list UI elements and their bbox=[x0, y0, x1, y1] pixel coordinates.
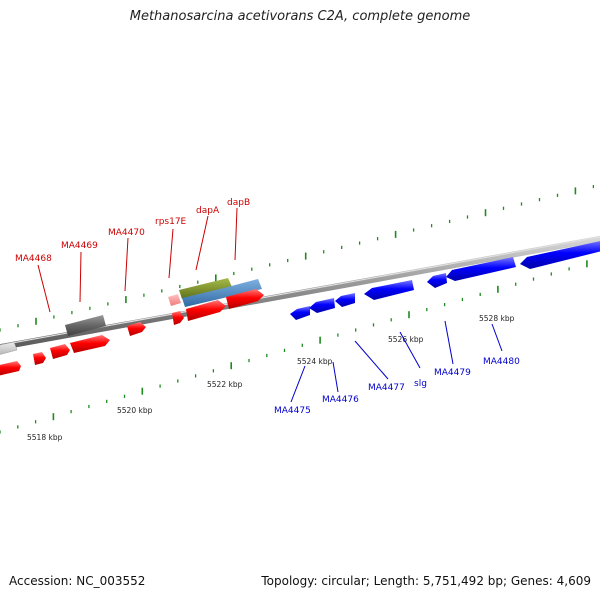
gene-red-ma4470 bbox=[127, 322, 146, 336]
label-ma4470: MA4470 bbox=[108, 228, 145, 238]
forward-genes bbox=[0, 278, 264, 376]
gene-gray-ma4469 bbox=[65, 315, 106, 336]
scale-ticks-upper bbox=[0, 185, 595, 332]
label-ma4477: MA4477 bbox=[368, 383, 405, 393]
label-dapb: dapB bbox=[227, 198, 250, 208]
gene-light-partial bbox=[0, 341, 18, 355]
label-rps17e: rps17E bbox=[155, 217, 187, 227]
label-ma4476: MA4476 bbox=[322, 395, 359, 405]
reverse-gene-labels: MA4475 MA4476 MA4477 slg MA4479 MA4480 bbox=[274, 357, 520, 416]
scale-labels: 5518 kbp 5520 kbp 5522 kbp 5524 kbp 5526… bbox=[27, 314, 515, 442]
gene-red-rps17e bbox=[172, 311, 184, 325]
label-dapa: dapA bbox=[196, 206, 220, 216]
scale-label-5526: 5526 kbp bbox=[388, 335, 424, 344]
forward-label-leaders bbox=[37, 207, 238, 313]
forward-gene-labels: MA4468 MA4469 MA4470 rps17E dapA dapB bbox=[15, 198, 250, 264]
gene-blue-ma4477 bbox=[335, 293, 355, 307]
map-title: Methanosarcina acetivorans C2A, complete… bbox=[129, 9, 471, 24]
gene-blue-ma4476 bbox=[309, 298, 335, 313]
label-ma4480: MA4480 bbox=[483, 357, 520, 367]
reverse-label-leaders bbox=[290, 320, 503, 403]
gene-blue-ma4475 bbox=[290, 306, 310, 320]
scale-ticks-lower bbox=[0, 260, 588, 434]
gene-red-4 bbox=[70, 335, 110, 353]
label-slg: slg bbox=[414, 379, 427, 389]
gene-red-5 bbox=[186, 300, 226, 321]
accession-text: Accession: NC_003552 bbox=[9, 574, 146, 588]
gene-steel-dapb bbox=[182, 279, 262, 307]
gene-red-2 bbox=[33, 352, 46, 365]
genome-backbone bbox=[0, 235, 600, 351]
gene-olive-dapa bbox=[179, 278, 232, 299]
label-ma4475: MA4475 bbox=[274, 406, 311, 416]
gene-blue-ma4480b bbox=[520, 241, 600, 269]
genome-summary-text: Topology: circular; Length: 5,751,492 bp… bbox=[261, 574, 591, 588]
scale-label-5520: 5520 kbp bbox=[117, 406, 153, 415]
label-ma4468: MA4468 bbox=[15, 254, 52, 264]
label-ma4469: MA4469 bbox=[61, 241, 98, 251]
gene-red-6 bbox=[226, 289, 264, 309]
gene-blue-ma4480a bbox=[446, 257, 516, 281]
gene-pink bbox=[168, 294, 181, 306]
scale-label-5524: 5524 kbp bbox=[297, 357, 333, 366]
gene-blue-ma4479 bbox=[427, 273, 447, 288]
scale-label-5528: 5528 kbp bbox=[479, 314, 515, 323]
scale-label-5518: 5518 kbp bbox=[27, 433, 63, 442]
gene-red-3 bbox=[50, 344, 70, 359]
gene-blue-slg bbox=[364, 280, 414, 300]
scale-label-5522: 5522 kbp bbox=[207, 380, 243, 389]
label-ma4479: MA4479 bbox=[434, 368, 471, 378]
reverse-genes bbox=[290, 241, 600, 320]
gene-red-1 bbox=[0, 361, 21, 376]
